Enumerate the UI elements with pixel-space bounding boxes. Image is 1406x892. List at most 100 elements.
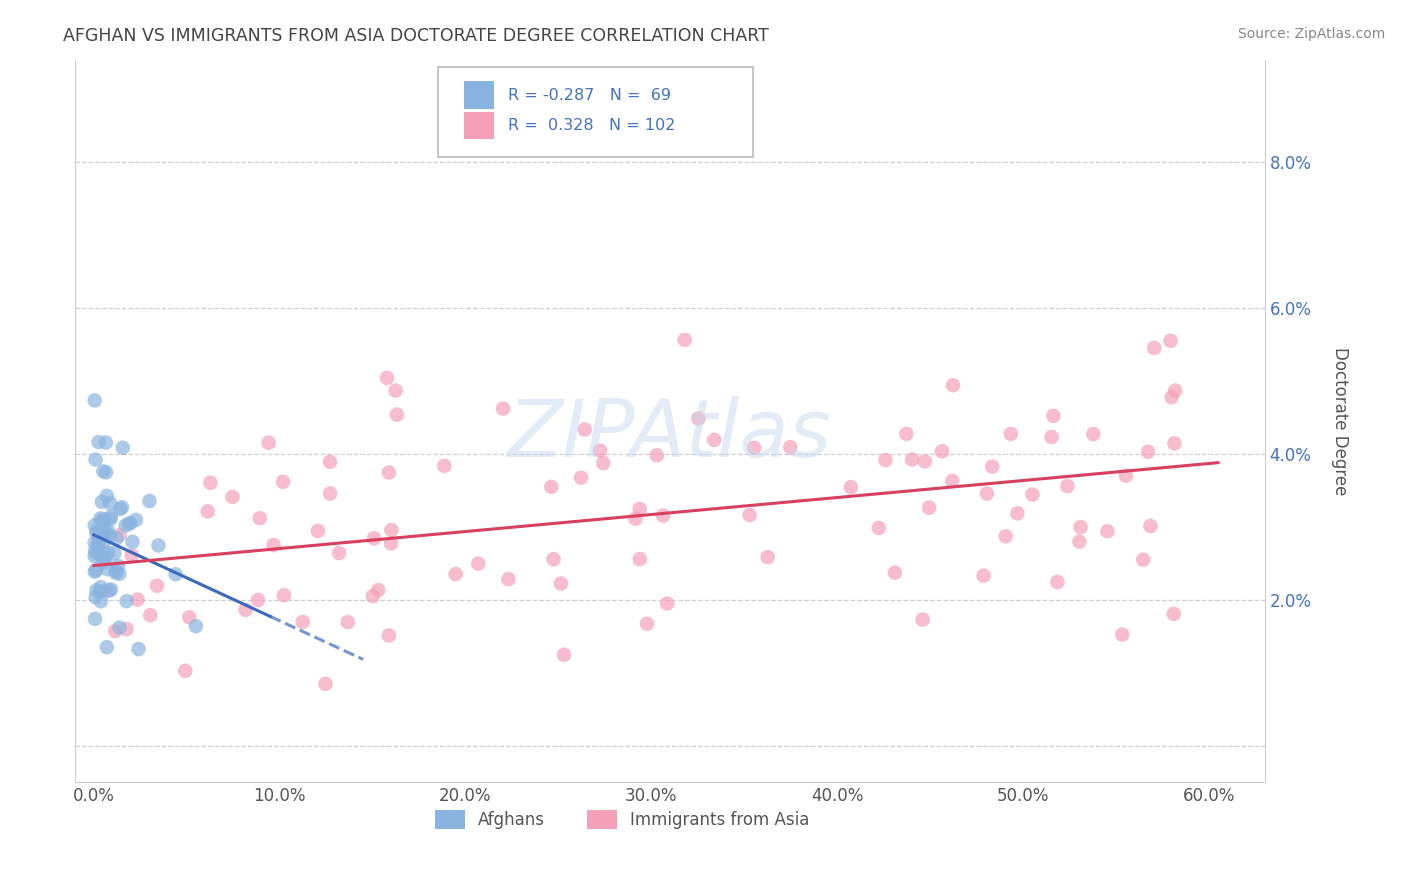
- Immigrants from Asia: [896, 426, 918, 441]
- Afghans: [97, 523, 120, 537]
- Immigrants from Asia: [104, 624, 127, 639]
- Afghans: [105, 531, 128, 545]
- Afghans: [93, 547, 115, 561]
- Afghans: [84, 544, 107, 558]
- Afghans: [90, 580, 112, 594]
- Immigrants from Asia: [628, 502, 651, 516]
- Afghans: [96, 640, 118, 655]
- Afghans: [93, 512, 115, 526]
- Afghans: [110, 502, 132, 516]
- Immigrants from Asia: [1021, 487, 1043, 501]
- Afghans: [100, 512, 122, 526]
- Immigrants from Asia: [973, 568, 995, 582]
- Afghans: [108, 621, 131, 635]
- Text: R = -0.287   N =  69: R = -0.287 N = 69: [508, 87, 671, 103]
- Immigrants from Asia: [911, 613, 934, 627]
- Immigrants from Asia: [146, 579, 169, 593]
- Immigrants from Asia: [378, 628, 401, 642]
- Afghans: [90, 514, 112, 528]
- Immigrants from Asia: [336, 615, 359, 629]
- Afghans: [111, 500, 134, 515]
- Immigrants from Asia: [553, 648, 575, 662]
- Immigrants from Asia: [249, 511, 271, 525]
- Afghans: [120, 516, 142, 530]
- Immigrants from Asia: [361, 589, 384, 603]
- Immigrants from Asia: [385, 408, 408, 422]
- Immigrants from Asia: [1070, 520, 1092, 534]
- Immigrants from Asia: [314, 677, 336, 691]
- Immigrants from Asia: [624, 511, 647, 525]
- Afghans: [90, 511, 112, 525]
- Immigrants from Asia: [380, 536, 402, 550]
- Immigrants from Asia: [1160, 334, 1182, 348]
- Immigrants from Asia: [1163, 436, 1185, 450]
- Immigrants from Asia: [384, 384, 406, 398]
- Immigrants from Asia: [328, 546, 350, 560]
- Immigrants from Asia: [179, 610, 201, 624]
- Afghans: [94, 435, 117, 450]
- Afghans: [121, 534, 143, 549]
- Immigrants from Asia: [375, 371, 398, 385]
- Immigrants from Asia: [197, 504, 219, 518]
- Immigrants from Asia: [200, 475, 222, 490]
- Immigrants from Asia: [121, 549, 143, 563]
- Afghans: [91, 554, 114, 568]
- Immigrants from Asia: [235, 603, 257, 617]
- Immigrants from Asia: [94, 584, 117, 599]
- Immigrants from Asia: [914, 454, 936, 468]
- Afghans: [87, 531, 110, 545]
- Text: ZIPAtlas: ZIPAtlas: [508, 396, 832, 475]
- Afghans: [87, 533, 110, 548]
- Immigrants from Asia: [271, 475, 294, 489]
- Immigrants from Asia: [628, 552, 651, 566]
- Afghans: [103, 546, 125, 560]
- Afghans: [93, 535, 115, 549]
- Afghans: [93, 464, 115, 478]
- Immigrants from Asia: [868, 521, 890, 535]
- Immigrants from Asia: [498, 572, 520, 586]
- Immigrants from Asia: [742, 441, 765, 455]
- Immigrants from Asia: [574, 422, 596, 436]
- Afghans: [125, 513, 148, 527]
- Afghans: [86, 524, 108, 538]
- Immigrants from Asia: [1097, 524, 1119, 539]
- Immigrants from Asia: [981, 459, 1004, 474]
- Immigrants from Asia: [592, 456, 614, 470]
- Afghans: [115, 594, 138, 608]
- Immigrants from Asia: [1000, 426, 1022, 441]
- Immigrants from Asia: [257, 435, 280, 450]
- FancyBboxPatch shape: [464, 81, 494, 109]
- Afghans: [89, 584, 111, 599]
- Immigrants from Asia: [645, 448, 668, 462]
- Afghans: [100, 509, 122, 524]
- Immigrants from Asia: [108, 528, 131, 542]
- Afghans: [184, 619, 207, 633]
- Immigrants from Asia: [1160, 390, 1182, 404]
- Afghans: [84, 452, 107, 467]
- Afghans: [96, 562, 118, 576]
- Immigrants from Asia: [1164, 384, 1187, 398]
- Immigrants from Asia: [1042, 409, 1064, 423]
- Afghans: [94, 526, 117, 541]
- Immigrants from Asia: [273, 588, 295, 602]
- Afghans: [83, 393, 105, 408]
- Afghans: [107, 558, 129, 573]
- Immigrants from Asia: [883, 566, 905, 580]
- Afghans: [108, 566, 131, 581]
- Immigrants from Asia: [1115, 468, 1137, 483]
- Immigrants from Asia: [467, 557, 489, 571]
- Immigrants from Asia: [839, 480, 862, 494]
- Afghans: [90, 594, 112, 608]
- Immigrants from Asia: [319, 486, 342, 500]
- Immigrants from Asia: [779, 440, 801, 454]
- Immigrants from Asia: [444, 567, 467, 582]
- Immigrants from Asia: [307, 524, 329, 538]
- Immigrants from Asia: [1069, 534, 1091, 549]
- Afghans: [84, 612, 107, 626]
- Immigrants from Asia: [918, 500, 941, 515]
- Legend: Afghans, Immigrants from Asia: Afghans, Immigrants from Asia: [429, 803, 817, 836]
- Immigrants from Asia: [976, 486, 998, 500]
- Immigrants from Asia: [1137, 444, 1160, 458]
- Immigrants from Asia: [569, 470, 592, 484]
- Afghans: [84, 563, 107, 577]
